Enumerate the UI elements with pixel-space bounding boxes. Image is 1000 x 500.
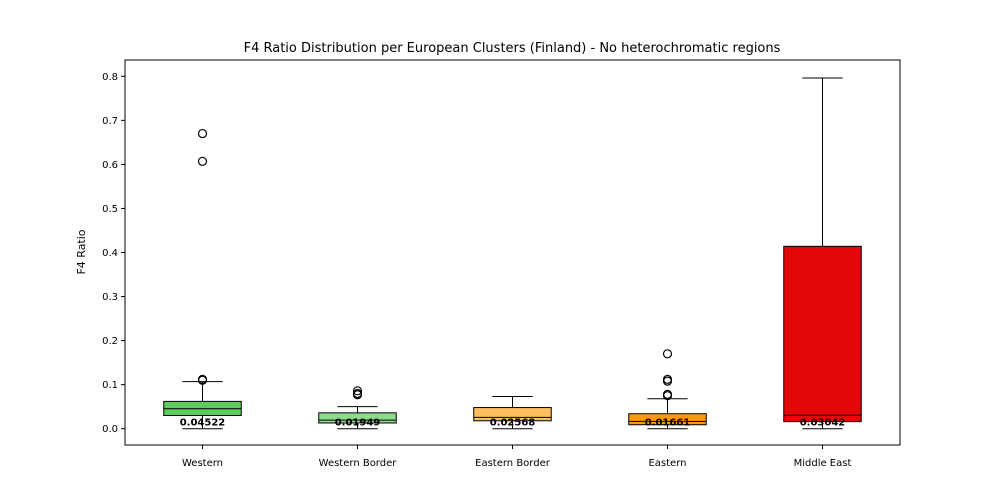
- y-tick-label: 0.6: [102, 160, 118, 171]
- y-tick-label: 0.3: [102, 292, 118, 303]
- median-value-label: 0.01661: [645, 418, 691, 429]
- box-middle-east: [783, 245, 862, 423]
- chart-title: F4 Ratio Distribution per European Clust…: [244, 41, 781, 56]
- x-tick-label: Eastern: [648, 458, 686, 469]
- median-value-label: 0.02568: [490, 418, 536, 429]
- box-eastern: [628, 413, 707, 426]
- y-tick-label: 0.2: [102, 336, 118, 347]
- x-tick-label: Western: [182, 458, 223, 469]
- y-tick-label: 0.7: [102, 116, 118, 127]
- y-tick-label: 0.5: [102, 204, 118, 215]
- y-tick-label: 0.1: [102, 380, 118, 391]
- median-value-label: 0.04522: [180, 418, 226, 429]
- outlier-point: [662, 349, 673, 359]
- median-value-label: 0.03042: [800, 418, 846, 429]
- box-western-border: [318, 412, 397, 424]
- outlier-point: [197, 374, 208, 384]
- outlier-point: [662, 374, 673, 384]
- outlier-point: [197, 128, 208, 139]
- outlier-point: [197, 156, 208, 166]
- median-value-label: 0.01949: [335, 418, 381, 429]
- y-tick-label: 0.0: [102, 424, 118, 435]
- y-axis-label: F4 Ratio: [75, 229, 88, 274]
- y-tick-label: 0.8: [102, 72, 118, 83]
- x-tick-label: Eastern Border: [475, 458, 551, 469]
- x-tick-label: Western Border: [319, 458, 398, 469]
- outlier-point: [352, 388, 363, 399]
- outlier-point: [662, 389, 673, 399]
- x-tick-label: Middle East: [794, 458, 852, 469]
- y-tick-label: 0.4: [102, 248, 118, 259]
- chart-marks: 0.0 0.1 0.2 0.3 0.4 0.5 0.6 0.7 0.8 Western Wester…: [102, 72, 862, 469]
- outlier-point: [352, 386, 363, 396]
